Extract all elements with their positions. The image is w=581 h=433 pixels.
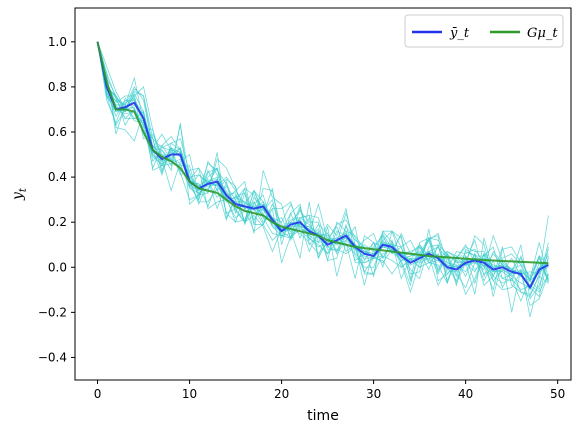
sample-path-line — [97, 41, 549, 282]
plot-area — [74, 7, 572, 381]
y-tick-label: 1.0 — [48, 35, 67, 49]
y-tick-label: 0.8 — [48, 80, 67, 94]
x-tick-label: 0 — [94, 387, 102, 401]
sample-path-line — [97, 41, 549, 300]
y-axis: −0.4 −0.2 0.0 0.2 0.4 0.6 0.8 1.0 — [38, 35, 75, 364]
legend-label-gmu: Gμ_t — [527, 26, 558, 41]
x-axis-title: time — [307, 408, 339, 424]
y-tick-label: 0.0 — [48, 260, 67, 274]
sample-path-line — [97, 41, 549, 287]
legend-box — [404, 14, 564, 48]
y-tick-label: −0.4 — [38, 350, 67, 364]
x-tick-label: 10 — [182, 387, 197, 401]
y-axis-title: yt — [10, 187, 29, 201]
x-tick-label: 30 — [366, 387, 381, 401]
y-tick-label: −0.2 — [38, 305, 67, 319]
legend-label-ybar: ȳ_t — [449, 26, 470, 41]
y-tick-label: 0.6 — [48, 125, 67, 139]
x-axis: 0 10 20 30 40 50 — [94, 380, 565, 401]
legend: ȳ_t Gμ_t — [404, 14, 564, 48]
series-line-ybar — [96, 41, 549, 289]
y-tick-label: 0.2 — [48, 215, 67, 229]
y-tick-label: 0.4 — [48, 170, 67, 184]
x-tick-label: 20 — [274, 387, 289, 401]
series-line-gmu — [96, 41, 549, 265]
plot-frame — [74, 7, 572, 381]
y-axis-title-sub: t — [18, 187, 29, 192]
sample-path-line — [97, 41, 549, 280]
sample-path-line — [97, 41, 549, 298]
x-tick-label: 40 — [458, 387, 473, 401]
x-tick-label: 50 — [550, 387, 565, 401]
y-axis-title-main: y — [10, 191, 26, 201]
series-layer — [96, 41, 549, 289]
sample-path-line — [97, 41, 549, 307]
